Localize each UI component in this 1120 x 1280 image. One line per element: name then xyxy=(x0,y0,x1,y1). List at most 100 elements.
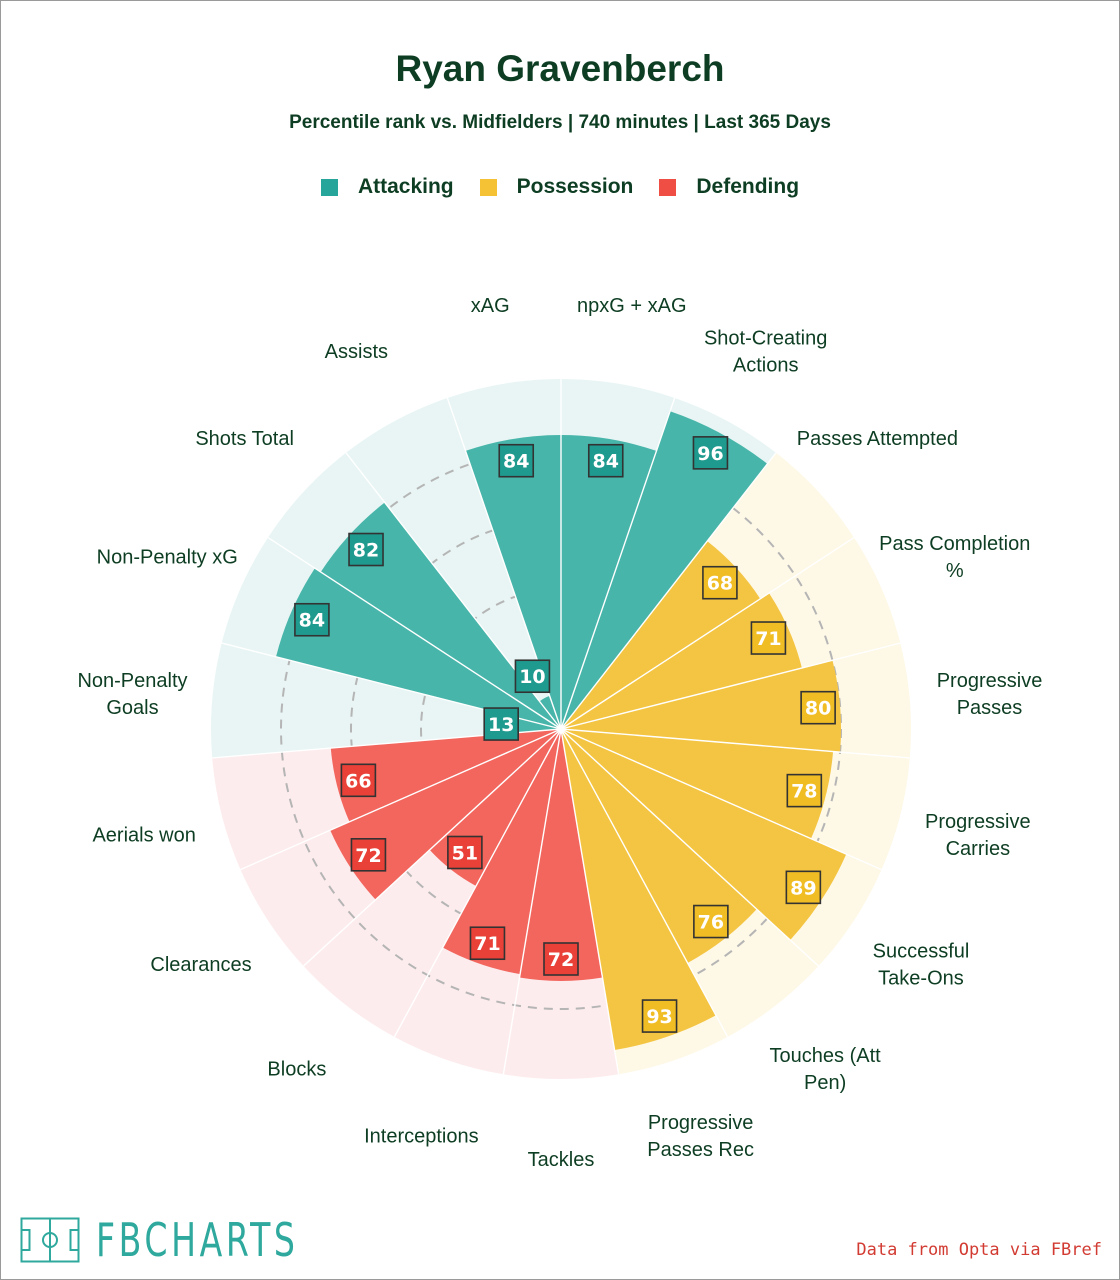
value-box-progressive-passes-rec xyxy=(641,999,678,1033)
value-label-non-penalty-xg: 84 xyxy=(294,602,330,637)
bar-successful-take-ons xyxy=(561,729,847,940)
value-label-non-penalty-goals: 13 xyxy=(483,707,520,741)
value-label-pass-completion: 71 xyxy=(750,621,787,655)
bar-non-penalty-goals xyxy=(515,717,561,733)
value-box-non-penalty-xg xyxy=(294,602,330,637)
data-source-note: Data from Opta via FBref xyxy=(856,1240,1102,1260)
value-box-tackles xyxy=(543,942,579,976)
legend-item-attacking: Attacking xyxy=(320,175,454,199)
value-box-progressive-passes xyxy=(800,690,836,725)
value-box-passes-attempted xyxy=(702,565,738,600)
value-text-touches-att-pen: 76 xyxy=(698,912,724,934)
value-text-successful-take-ons: 89 xyxy=(790,877,816,899)
value-box-shots-total xyxy=(348,532,384,567)
bg-wedge-assists xyxy=(346,397,561,729)
bar-shot-creating-actions xyxy=(561,411,768,729)
value-text-clearances: 72 xyxy=(355,845,381,867)
value-box-non-penalty-goals xyxy=(483,707,520,741)
separator-11 xyxy=(393,728,562,1038)
value-text-pass-completion: 71 xyxy=(755,628,781,650)
value-box-progressive-carries xyxy=(786,773,823,808)
value-text-progressive-passes: 80 xyxy=(805,698,831,720)
category-label-tackles: Tackles xyxy=(528,1149,595,1171)
legend-swatch-possession xyxy=(479,178,497,196)
category-label-passes-attempted: Passes Attempted xyxy=(797,428,958,450)
value-text-non-penalty-goals: 13 xyxy=(488,714,514,736)
value-label-xag: 84 xyxy=(498,443,535,478)
category-label-assists: Assists xyxy=(325,341,388,363)
value-box-shot-creating-actions xyxy=(692,436,729,470)
value-text-tackles: 72 xyxy=(548,949,574,971)
value-label-progressive-carries: 78 xyxy=(786,773,823,808)
separator-2 xyxy=(560,452,777,730)
logo-text: FBCHARTS xyxy=(96,1213,299,1267)
category-label-progressive-passes: Progressive Passes xyxy=(937,670,1043,719)
value-text-blocks: 51 xyxy=(452,843,478,865)
legend-label-attacking: Attacking xyxy=(357,175,454,198)
separator-10 xyxy=(502,728,562,1075)
legend-label-defending: Defending xyxy=(696,175,800,198)
value-labels: 84 96 68 71 80 78 89 76 93 72 71 51 72 66 13 84 82 10 84 xyxy=(294,436,836,1033)
bar-npxg-xag xyxy=(561,435,657,729)
value-text-progressive-passes-rec: 93 xyxy=(646,1006,672,1028)
value-label-touches-att-pen: 76 xyxy=(693,904,729,939)
value-text-shots-total: 82 xyxy=(353,540,379,562)
category-label-aerials-won: Aerials won xyxy=(92,825,195,847)
legend-label-possession: Possession xyxy=(516,175,634,198)
category-label-progressive-carries: Progressive Carries xyxy=(925,811,1031,860)
separator-9 xyxy=(560,728,620,1075)
value-text-xag: 84 xyxy=(503,451,529,473)
bg-wedge-non-penalty-goals xyxy=(211,643,561,758)
category-label-pass-completion: Pass Completion% xyxy=(879,533,1030,582)
value-label-tackles: 72 xyxy=(543,942,579,976)
category-label-npxg-xag: npxG + xAG xyxy=(577,295,687,317)
value-label-aerials-won: 66 xyxy=(340,763,377,798)
value-box-npxg-xag xyxy=(587,443,624,478)
value-label-clearances: 72 xyxy=(350,837,387,872)
separator-16 xyxy=(267,536,562,730)
legend-item-possession: Possession xyxy=(479,175,634,199)
value-box-successful-take-ons xyxy=(785,870,822,905)
separator-7 xyxy=(560,728,819,967)
chart-subtitle: Percentile rank vs. Midfielders | 740 mi… xyxy=(289,112,831,133)
bar-interceptions xyxy=(442,729,561,975)
value-box-touches-att-pen xyxy=(693,904,729,939)
bar-assists xyxy=(539,695,561,729)
value-label-progressive-passes-rec: 93 xyxy=(641,999,678,1033)
bar-progressive-carries xyxy=(561,729,834,839)
value-box-interceptions xyxy=(469,926,506,961)
value-label-passes-attempted: 68 xyxy=(702,565,738,600)
category-label-blocks: Blocks xyxy=(267,1058,326,1080)
value-box-xag xyxy=(498,443,535,478)
bar-progressive-passes xyxy=(561,660,841,753)
category-label-non-penalty-xg: Non-Penalty xG xyxy=(97,546,238,568)
bar-xag xyxy=(465,435,561,729)
value-text-passes-attempted: 68 xyxy=(707,573,733,595)
category-label-shots-total: Shots Total xyxy=(195,428,294,450)
value-label-progressive-passes: 80 xyxy=(800,690,836,725)
category-label-clearances: Clearances xyxy=(150,954,251,976)
separator-1 xyxy=(560,397,676,730)
separator-13 xyxy=(240,728,562,871)
value-text-npxg-xag: 84 xyxy=(593,451,619,473)
value-label-interceptions: 71 xyxy=(469,926,506,961)
value-box-blocks xyxy=(447,835,483,870)
bar-tackles xyxy=(519,729,603,981)
separator-12 xyxy=(303,728,562,967)
value-label-successful-take-ons: 89 xyxy=(785,870,822,905)
category-labels: npxG + xAG Shot-Creating Actions Passes Att… xyxy=(77,295,1042,1171)
legend-swatch-attacking xyxy=(320,178,338,196)
legend-item-defending: Defending xyxy=(659,175,799,199)
category-label-touches-att-pen: Touches (Att Pen) xyxy=(770,1045,882,1094)
value-label-blocks: 51 xyxy=(447,835,483,870)
separator-8 xyxy=(560,728,729,1038)
fbcharts-logo: FBCHARTS xyxy=(20,1215,377,1265)
category-label-non-penalty-goals: Non-Penalty Goals xyxy=(77,670,187,719)
bar-aerials-won xyxy=(330,729,561,822)
category-label-xag: xAG xyxy=(471,295,510,317)
separator-3 xyxy=(560,536,855,730)
value-box-assists xyxy=(514,659,551,694)
pitch-icon xyxy=(20,1217,80,1263)
category-label-shot-creating-actions: Shot-Creating Actions xyxy=(704,327,827,376)
